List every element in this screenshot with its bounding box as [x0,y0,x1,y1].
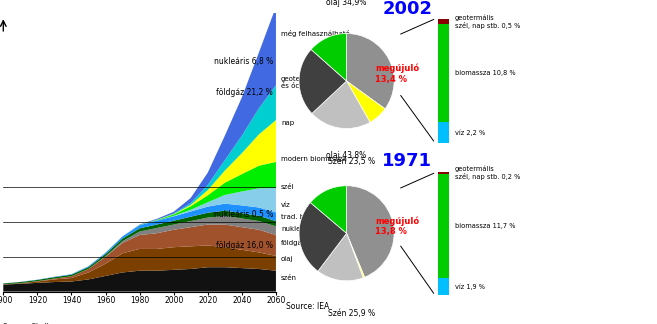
Wedge shape [299,50,347,113]
Wedge shape [347,233,365,278]
Text: geotermális
és óceán: geotermális és óceán [281,76,323,89]
Wedge shape [318,233,363,281]
Text: geotermális
szél, nap stb. 0,5 %: geotermális szél, nap stb. 0,5 % [455,14,520,29]
Bar [438,174,449,278]
Text: biomassza 11,7 %: biomassza 11,7 % [455,223,516,229]
Text: biomassza 10,8 %: biomassza 10,8 % [455,70,516,76]
Bar [438,278,449,295]
Bar [438,24,449,122]
Wedge shape [346,186,394,277]
Wedge shape [299,202,347,271]
Text: modern biomassza: modern biomassza [281,156,347,162]
Text: Source: Shell: Source: Shell [3,323,49,324]
Wedge shape [311,33,347,81]
Text: olaj: olaj [281,256,294,261]
Text: nukleáris 0,5 %: nukleáris 0,5 % [214,210,273,219]
Text: megújuló
13,4 %: megújuló 13,4 % [375,64,419,84]
Text: geotermális
szél, nap stb. 0,2 %: geotermális szél, nap stb. 0,2 % [455,165,520,180]
Text: 1971: 1971 [382,152,432,170]
Text: trad. biomassza: trad. biomassza [281,214,336,220]
Text: még felhasználható: még felhasználható [281,30,350,37]
Text: olaj 34,9%: olaj 34,9% [327,0,367,7]
Wedge shape [346,33,394,109]
Text: nukleáris: nukleáris [281,226,313,232]
Text: földgáz 21,2 %: földgáz 21,2 % [216,88,273,98]
Text: földgáz 16,0 %: földgáz 16,0 % [216,241,273,250]
Text: nukleáris 6,8 %: nukleáris 6,8 % [214,57,273,66]
Text: Szén 23,5 %: Szén 23,5 % [328,157,375,166]
Text: 2002: 2002 [382,0,432,18]
Text: víz 1,9 %: víz 1,9 % [455,283,485,290]
Text: szél: szél [281,184,294,190]
Text: megújuló
13,8 %: megújuló 13,8 % [375,216,419,236]
Text: olaj 43,8%: olaj 43,8% [327,151,367,160]
Bar [438,19,449,24]
Wedge shape [312,81,370,129]
Text: nap: nap [281,120,294,126]
Wedge shape [347,81,385,122]
Text: Szén 25,9 %: Szén 25,9 % [328,309,375,318]
Text: víz: víz [281,202,291,208]
Text: Source: IEA: Source: IEA [286,302,329,311]
Text: szén: szén [281,275,297,281]
Text: víz 2,2 %: víz 2,2 % [455,129,486,136]
Text: földgáz: földgáz [281,239,306,246]
Wedge shape [310,186,347,233]
Bar [438,122,449,143]
Bar [438,172,449,174]
